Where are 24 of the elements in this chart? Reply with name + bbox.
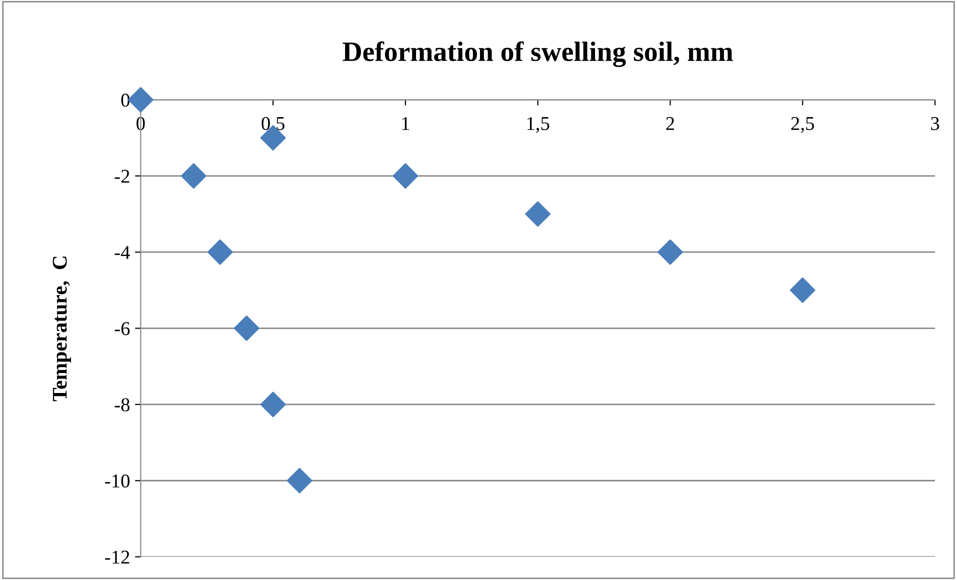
point [128, 87, 154, 112]
point [525, 201, 551, 227]
y-tick-label: -12 [105, 550, 130, 564]
y-tick-label: -4 [114, 246, 130, 259]
y-tick-label: -6 [114, 322, 130, 336]
point [790, 277, 816, 303]
x-tick-label: 3 [931, 117, 940, 130]
x-tick-label: 1 [402, 117, 410, 130]
x-tick-label: 1,5 [527, 117, 550, 133]
point [234, 316, 260, 342]
y-tick-label: -2 [114, 170, 130, 183]
point [392, 163, 418, 189]
y-tick-label: -8 [114, 398, 130, 412]
point [260, 392, 286, 418]
point [286, 468, 312, 494]
point [207, 239, 233, 265]
point [180, 163, 206, 189]
point [657, 239, 683, 265]
y-tick-label: -10 [105, 474, 130, 488]
x-tick-label: 0 [136, 116, 145, 130]
y-axis-title: Temperature, C [52, 256, 72, 402]
x-tick-label: 2 [666, 117, 674, 130]
x-tick-label: 2,5 [791, 117, 814, 133]
chart-title: Deformation of swelling soil, mm [342, 41, 733, 68]
